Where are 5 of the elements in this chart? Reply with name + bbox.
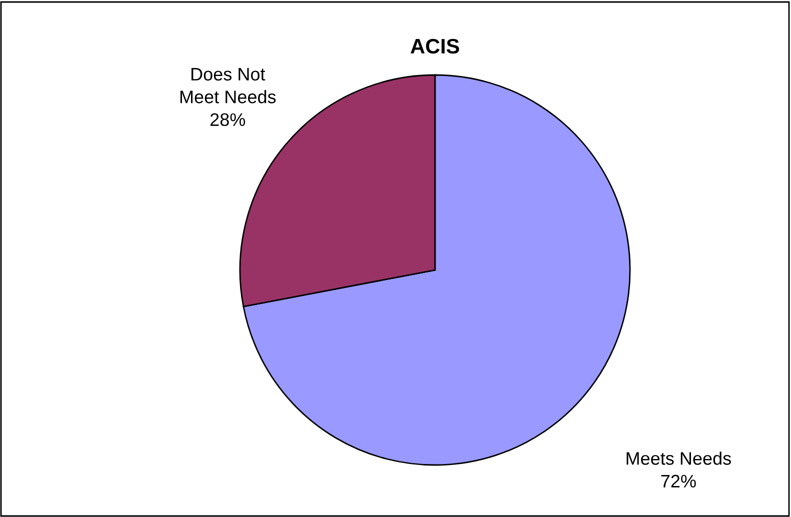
- slice-label: Meets Needs: [626, 452, 731, 465]
- data-label: 72%: [661, 474, 696, 488]
- chart-title: ACIS: [410, 38, 460, 54]
- data-label: 28%: [210, 113, 246, 126]
- slice-label: Does Not Meet Needs: [180, 68, 276, 104]
